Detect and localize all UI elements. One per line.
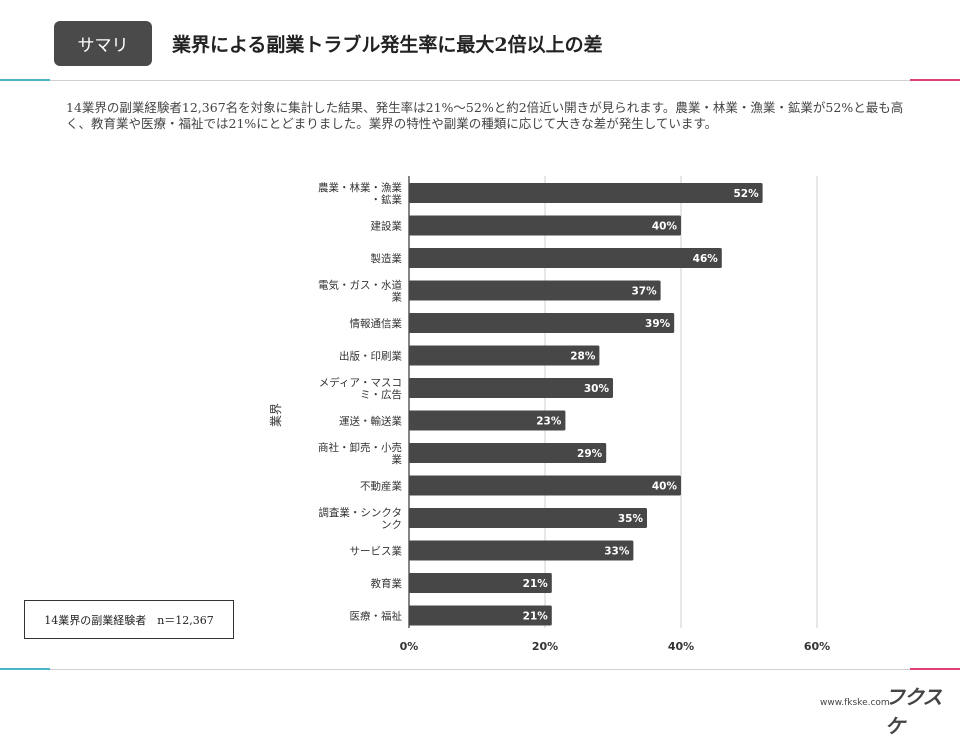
data-label: 30% [584,383,610,395]
category-label: サービス業 [350,545,403,558]
category-label: ンク [381,519,402,531]
top-divider [0,80,960,81]
category-label: 教育業 [371,577,403,590]
bar [409,605,552,626]
category-labels: 農業・林業・漁業・鉱業建設業製造業電気・ガス・水道業情報通信業出版・印刷業メディ… [318,181,403,623]
summary-text: 14業界の副業経験者12,367名を対象に集計した結果、発生率は21%〜52%と… [66,100,904,131]
bar [409,345,600,366]
x-tick-label: 40% [668,640,694,653]
category-label: 運送・輸送業 [339,415,402,428]
bar [409,508,647,528]
bar [409,215,681,236]
bars: 52% 40% 46% 37% 39% 28% 30% 23% 29% 40% 35% 33% 21% 2… [409,183,763,626]
category-label: 情報通信業 [350,317,403,330]
data-label: 23% [536,416,562,428]
page-title: 業界による副業トラブル発生率に最大2倍以上の差 [172,34,603,56]
x-tick-labels: 0% 20% 40% 60% [400,640,831,653]
data-label: 21% [523,578,549,590]
category-label: 商社・卸売・小売 [318,441,402,454]
bar [409,443,607,463]
category-label: 業 [392,453,403,466]
category-label: 製造業 [371,252,403,265]
data-label: 40% [652,481,678,493]
bar [409,183,763,203]
category-label: 業 [392,291,403,304]
bottom-divider-accent-left [0,668,50,670]
sample-note: 14業界の副業経験者 n＝12,367 [24,600,234,639]
category-label: 出版・印刷業 [339,350,402,363]
category-label: メディア・マスコ [319,376,402,389]
category-label: ミ・広告 [360,388,402,401]
bar [409,475,681,496]
category-label: ・鉱業 [371,193,403,206]
bottom-divider-accent-right [910,668,960,670]
data-label: 28% [570,351,596,363]
bar [409,280,661,301]
bar [409,313,675,333]
x-tick-label: 20% [532,640,558,653]
category-label: 電気・ガス・水道 [318,279,402,292]
bar [409,378,613,398]
category-label: 建設業 [371,220,403,233]
category-label: 不動産業 [360,480,402,493]
section-badge: サマリ [54,21,152,66]
data-label: 21% [523,611,549,623]
data-label: 35% [618,513,644,525]
data-label: 29% [577,448,603,460]
bar [409,573,552,593]
data-label: 33% [604,546,630,558]
bottom-divider [0,669,960,670]
category-label: 調査業・シンクタ [318,506,402,519]
y-axis-label: 業界 [269,403,283,427]
data-label: 39% [645,318,671,330]
footer-url: www.fkske.com [820,698,890,708]
data-label: 52% [733,188,759,200]
bar [409,410,566,431]
category-label: 農業・林業・漁業 [318,181,402,194]
category-label: 医療・福祉 [350,610,403,623]
bar [409,540,634,561]
data-label: 37% [631,286,657,298]
x-tick-label: 60% [804,640,830,653]
x-tick-label: 0% [400,640,419,653]
bar [409,248,722,268]
top-divider-accent-left [0,79,50,81]
data-label: 46% [693,253,719,265]
bar-chart: 52% 40% 46% 37% 39% 28% 30% 23% 29% 40% 35% 33% 21% 2… [269,176,831,653]
top-divider-accent-right [910,79,960,81]
brand-logo: フクスケ [885,685,942,738]
data-label: 40% [652,221,678,233]
